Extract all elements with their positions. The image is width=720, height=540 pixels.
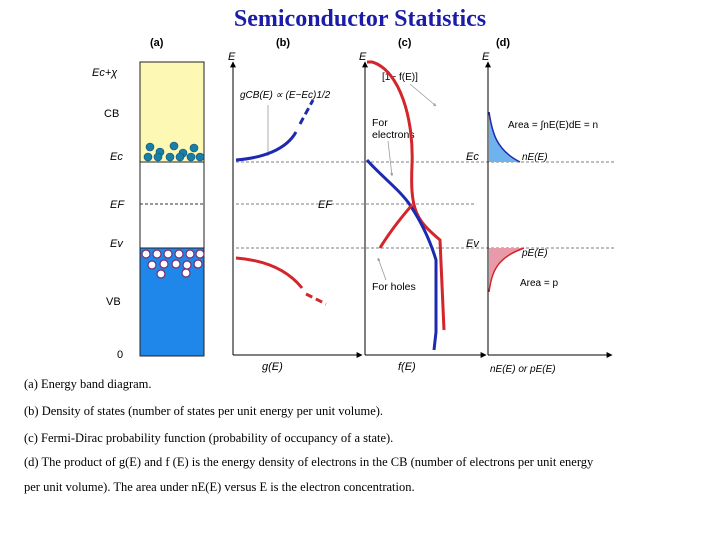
holes xyxy=(141,249,205,279)
hole xyxy=(182,260,192,270)
dos-cb-curve xyxy=(235,131,298,162)
panel-c-ev-label: Ev xyxy=(466,238,480,250)
dos-cb-dashed xyxy=(298,99,315,125)
hole xyxy=(163,249,173,259)
panel-d-label: (d) xyxy=(496,37,510,49)
holes-curve xyxy=(378,204,414,249)
hole xyxy=(147,260,157,270)
page-title: Semiconductor Statistics xyxy=(233,6,487,32)
label-ef: EF xyxy=(110,199,125,211)
label-vb: VB xyxy=(106,296,121,308)
panel-a-label: (a) xyxy=(150,37,164,49)
hole xyxy=(195,249,205,259)
panel-d: (d) E nE(E) or pE(E) Area = ∫nE(E)dE = n… xyxy=(482,37,613,375)
one-minus-f-pointer xyxy=(409,83,437,107)
for-electrons-pointer xyxy=(387,140,394,177)
electrons xyxy=(143,141,205,162)
hole xyxy=(141,249,151,259)
panel-d-x-label: nE(E) or pE(E) xyxy=(490,364,556,375)
hole xyxy=(185,249,195,259)
hole xyxy=(156,269,166,279)
band-gap xyxy=(139,161,205,249)
panel-c-y-label: E xyxy=(359,51,367,63)
label-ev: Ev xyxy=(110,238,124,250)
panel-c-ec-label: Ec xyxy=(466,151,479,163)
area-n-label: Area = ∫nE(E)dE = n xyxy=(508,120,598,131)
for-electrons-line1: For xyxy=(372,117,388,129)
electron xyxy=(175,152,185,162)
dos-formula: gCB(E) ∝ (E−Ec)1/2 xyxy=(240,90,331,101)
hole xyxy=(152,249,162,259)
caption-d-line2: per unit volume). The area under nE(E) v… xyxy=(24,480,415,494)
panel-b-label: (b) xyxy=(276,37,290,49)
electron xyxy=(165,152,175,162)
caption-b: (b) Density of states (number of states … xyxy=(24,404,384,418)
panel-c-label: (c) xyxy=(398,37,412,49)
electron xyxy=(189,143,199,153)
electron xyxy=(143,152,153,162)
one-minus-f-label: [1− f(E)] xyxy=(382,72,418,83)
caption-a: (a) Energy band diagram. xyxy=(24,377,152,391)
ne-curve xyxy=(488,111,521,163)
electron xyxy=(169,141,179,151)
dos-vb-curve xyxy=(235,256,304,289)
label-ec-chi: Ec+χ xyxy=(92,67,118,79)
panel-b-x-label: g(E) xyxy=(262,361,283,373)
hole xyxy=(174,249,184,259)
pe-curve xyxy=(488,247,525,293)
hole xyxy=(171,259,181,269)
panel-a: (a) Ec+χ CB Ec EF Ev VB 0 xyxy=(92,37,205,361)
hole xyxy=(193,259,203,269)
p-area-shade xyxy=(489,248,524,292)
for-holes-label: For holes xyxy=(372,281,416,293)
label-cb: CB xyxy=(104,108,119,120)
panel-d-y-label: E xyxy=(482,51,490,63)
hole xyxy=(159,259,169,269)
electron xyxy=(153,152,163,162)
n-area-shade xyxy=(489,112,520,162)
one-minus-f-curve xyxy=(367,60,446,331)
label-ec: Ec xyxy=(110,151,123,163)
pe-label: pE(E) xyxy=(521,248,548,259)
label-zero: 0 xyxy=(117,349,123,361)
electron xyxy=(145,142,155,152)
caption-c: (c) Fermi-Dirac probability function (pr… xyxy=(24,431,394,445)
electron xyxy=(195,152,205,162)
panel-c-ef-label: EF xyxy=(318,199,333,211)
for-electrons-line2: electrons xyxy=(372,129,415,141)
caption-d-line1: (d) The product of g(E) and f (E) is the… xyxy=(24,455,594,469)
area-p-label: Area = p xyxy=(520,278,559,289)
band-diagram-figure: (a) Ec+χ CB Ec EF Ev VB 0 (b) E g(E) gCB… xyxy=(92,37,614,375)
hole xyxy=(181,268,191,278)
panel-b-y-label: E xyxy=(228,51,236,63)
fermi-dirac-curve xyxy=(365,159,438,351)
electron xyxy=(186,152,196,162)
panel-c-x-label: f(E) xyxy=(398,361,416,373)
for-holes-pointer xyxy=(377,257,387,281)
ne-label: nE(E) xyxy=(522,152,548,163)
panel-c: (c) E f(E) [1− f(E)] For electrons For h… xyxy=(318,37,487,373)
dos-vb-dashed xyxy=(305,292,327,306)
panel-b: (b) E g(E) gCB(E) ∝ (E−Ec)1/2 xyxy=(228,37,363,373)
